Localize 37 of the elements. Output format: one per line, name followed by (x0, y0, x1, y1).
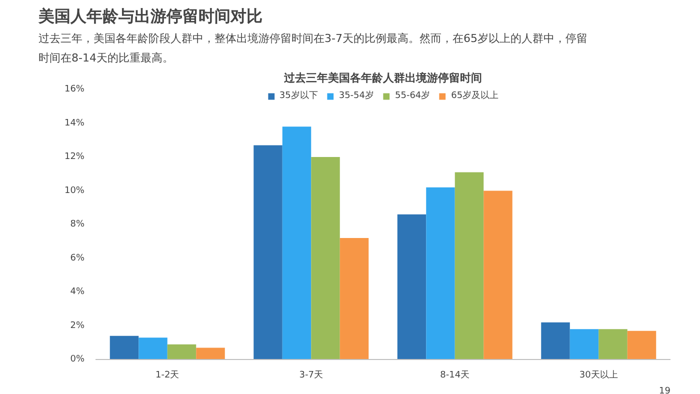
y-tick-label: 10% (64, 186, 85, 196)
bar (426, 187, 455, 360)
y-tick-label: 2% (70, 320, 85, 331)
bar (454, 172, 484, 360)
y-tick-label: 12% (64, 152, 85, 162)
legend-label: 35岁以下 (279, 90, 318, 102)
chart-subtitle: 过去三年，美国各年龄阶段人群中，整体出境游停留时间在3-7天的比例最高。然而，在65岁以上的人群中，停留时间在8-14天的比重最高。 (38, 32, 588, 64)
bar (167, 344, 196, 360)
x-tick-label: 30天以上 (579, 370, 618, 380)
x-tick-label: 8-14天 (440, 370, 470, 380)
y-tick-label: 8% (70, 220, 85, 230)
text: 过去三年美国各年龄人群出境游停留时间 (283, 72, 482, 84)
bar (254, 145, 282, 360)
y-tick-label: 16% (64, 84, 85, 94)
bar (484, 190, 512, 360)
chart-title: 美国人年龄与出游停留时间对比 (38, 6, 262, 26)
bar (397, 214, 426, 360)
legend-label: 35-54岁 (338, 90, 374, 102)
bar (282, 126, 312, 360)
y-tick-label: 0% (70, 354, 85, 364)
x-tick-label: 1-2天 (156, 370, 180, 380)
bar (340, 238, 369, 360)
bar (196, 348, 225, 360)
legend-label: 55-64岁 (395, 90, 430, 102)
bar (311, 157, 340, 360)
bar (110, 336, 139, 360)
y-tick-label: 14% (64, 118, 85, 128)
legend-label: 65岁及以上 (451, 90, 499, 102)
bar (627, 330, 656, 360)
bar (138, 338, 168, 360)
bar (598, 329, 628, 360)
y-tick-label: 4% (70, 287, 85, 297)
x-tick-label: 3-7天 (299, 370, 323, 380)
bar (541, 322, 570, 360)
text: 19 (659, 386, 671, 394)
y-tick-label: 6% (70, 253, 85, 264)
bar (570, 329, 599, 360)
